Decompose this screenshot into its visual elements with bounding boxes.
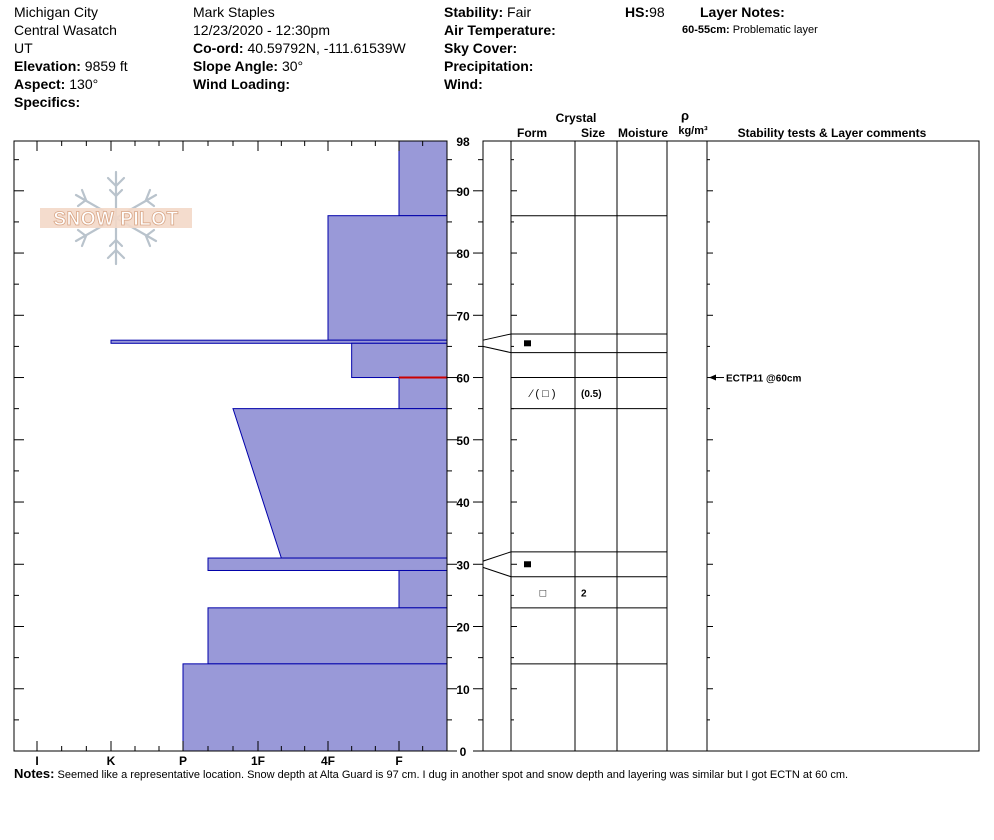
crystal-size-label: (0.5) — [581, 389, 602, 400]
state: UT — [14, 40, 33, 56]
specifics: Specifics: — [14, 94, 81, 110]
hardness-profile — [110, 140, 448, 752]
y-tick-label: 80 — [456, 247, 470, 261]
y-tick-label: 30 — [456, 558, 470, 572]
hardness-bar — [232, 408, 448, 559]
region: Central Wasatch — [14, 22, 117, 38]
column-header-crystal: Crystal — [556, 111, 597, 125]
aspect: Aspect: 130° — [14, 76, 99, 92]
hardness-bar — [207, 607, 448, 665]
column-header-comments: Stability tests & Layer comments — [738, 126, 927, 140]
x-tick-label: 4F — [321, 754, 335, 768]
precipitation: Precipitation: — [444, 58, 534, 74]
hardness-bar — [398, 140, 448, 217]
hardness-bar — [398, 377, 448, 410]
slope-angle: Slope Angle: 30° — [193, 58, 304, 74]
hardness-bar — [327, 215, 448, 341]
y-tick-label: 0 — [460, 745, 467, 759]
layer-connector — [482, 551, 512, 562]
elevation: Elevation: 9859 ft — [14, 58, 128, 74]
crystal-size-label: 2 — [581, 588, 587, 599]
x-tick-label: K — [107, 754, 116, 768]
wind: Wind: — [444, 76, 483, 92]
x-tick-label: F — [395, 754, 402, 768]
hardness-frame — [13, 140, 448, 752]
arrow-left-icon — [709, 374, 716, 381]
table-frame — [482, 140, 980, 752]
facet-filled-icon — [524, 340, 531, 347]
y-tick-label: 60 — [456, 372, 470, 386]
hardness-bar — [351, 342, 448, 379]
layer-table: Crystal Form Size Moisture ρ kg/m³ Stabi… — [482, 108, 980, 752]
stability-test-label: ECTP11 @60cm — [726, 374, 801, 385]
observer: Mark Staples — [193, 4, 275, 20]
crystal-form-label: □ — [540, 587, 547, 599]
column-header-rho: ρ — [681, 108, 689, 123]
layer-notes-label: Layer Notes: — [700, 4, 785, 20]
total-depth: HS:98 — [625, 4, 665, 20]
layer-connector — [482, 333, 512, 341]
header-middle: Mark Staples 12/23/2020 - 12:30pm Co-ord… — [193, 3, 406, 93]
y-tick-label: 10 — [456, 683, 470, 697]
y-tick-label: 90 — [456, 185, 470, 199]
wind-loading: Wind Loading: — [193, 76, 291, 92]
snow-pilot-logo: SNOW PILOT — [40, 170, 192, 266]
logo-text: SNOW PILOT — [53, 209, 178, 230]
column-header-density: kg/m³ — [678, 125, 708, 137]
hardness-bar — [207, 557, 448, 571]
layer-notes: Layer Notes: 60-55cm: Problematic layer — [682, 3, 818, 39]
y-tick-label: 40 — [456, 496, 470, 510]
notes-label: Notes: — [14, 766, 55, 781]
column-header-form: Form — [517, 126, 547, 140]
y-tick-label: 50 — [456, 434, 470, 448]
coordinates: Co-ord: 40.59792N, -111.61539W — [193, 40, 406, 56]
y-tick-label: 20 — [456, 621, 470, 635]
notes: Notes: Seemed like a representative loca… — [14, 766, 848, 781]
y-tick-label: 70 — [456, 309, 470, 323]
air-temperature: Air Temperature: — [444, 22, 556, 38]
hardness-bar — [182, 663, 448, 752]
location: Michigan City — [14, 4, 99, 20]
layer-note: 60-55cm: Problematic layer — [682, 24, 818, 36]
crystal-form-label: ⁄ ( □ ) — [528, 388, 556, 400]
sky-cover: Sky Cover: — [444, 40, 518, 56]
layer-connector — [482, 566, 512, 578]
hardness-axes: I K P 1F 4F F 0 10 20 30 40 50 60 70 80 90 98 — [13, 135, 483, 768]
column-header-moisture: Moisture — [618, 126, 668, 140]
notes-text: Seemed like a representative location. S… — [57, 769, 849, 781]
datetime: 12/23/2020 - 12:30pm — [193, 22, 330, 38]
y-tick-label: 98 — [456, 135, 470, 149]
header-left: Michigan City Central Wasatch UT Elevati… — [14, 3, 128, 111]
layer-connector — [482, 345, 512, 354]
x-tick-label: P — [179, 754, 187, 768]
header-right: Stability: Fair Air Temperature: Sky Cov… — [444, 3, 556, 93]
x-tick-label: I — [35, 754, 38, 768]
stability: Stability: Fair — [444, 4, 532, 20]
x-tick-label: 1F — [251, 754, 265, 768]
column-header-size: Size — [581, 126, 605, 140]
facet-filled-icon — [524, 561, 531, 568]
hardness-bar — [398, 569, 448, 609]
